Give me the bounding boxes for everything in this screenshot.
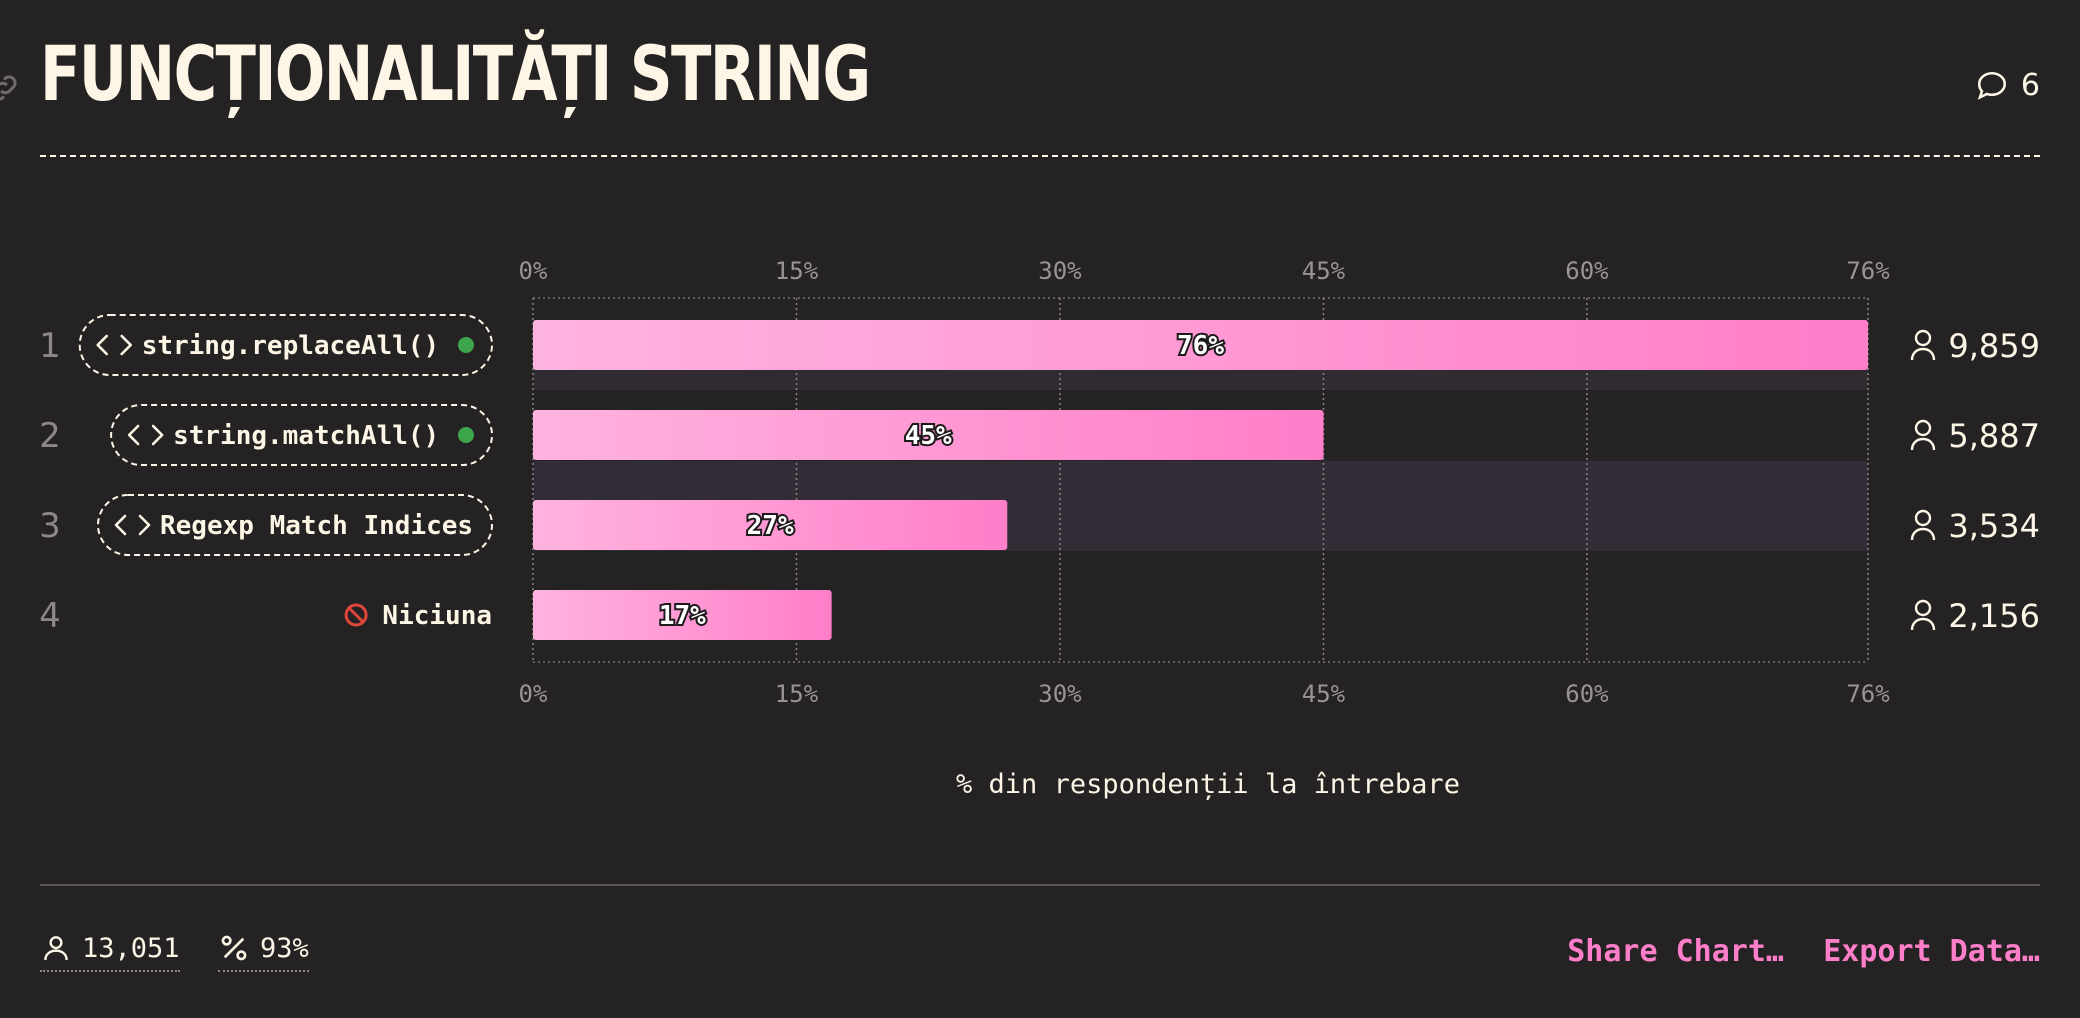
x-tick-label-top: 60% (1565, 257, 1609, 285)
status-dot (458, 337, 474, 353)
bar[interactable] (533, 590, 832, 640)
bar-value-label: 27% (747, 511, 794, 541)
person-icon (1910, 419, 1936, 451)
category-chip[interactable]: Regexp Match Indices (97, 494, 493, 556)
bar-value-label: 45% (905, 421, 952, 451)
chip-border (78, 314, 493, 376)
category-label: string.matchAll() (173, 421, 439, 451)
person-icon (44, 936, 68, 961)
rank-number: 2 (39, 416, 61, 456)
count-value: 5,887 (1948, 417, 2040, 455)
category-label: Niciuna (382, 601, 492, 631)
share-chart-button[interactable]: Share Chart… (1567, 934, 1784, 969)
comment-count: 6 (2020, 68, 2040, 103)
count-value: 2,156 (1948, 597, 2040, 635)
x-tick-label-bottom: 76% (1846, 680, 1890, 708)
x-tick-label-top: 45% (1302, 257, 1346, 285)
completion-percent: 93% (260, 932, 309, 964)
bar-value-label: 17% (659, 601, 706, 631)
comment-icon (1977, 71, 2006, 100)
status-dot (458, 427, 474, 443)
person-icon (1910, 329, 1936, 361)
x-tick-label-top: 76% (1846, 257, 1890, 285)
rank-number: 4 (39, 596, 61, 636)
bar[interactable] (533, 410, 1324, 460)
no-entry-icon (344, 603, 368, 627)
title-divider (40, 155, 2040, 157)
chip-border (110, 404, 493, 466)
rank-number: 1 (39, 326, 61, 366)
x-tick-label-bottom: 15% (775, 680, 819, 708)
percent-icon (221, 935, 247, 961)
code-icon (96, 334, 132, 356)
person-icon (1910, 509, 1936, 541)
chip-border (97, 494, 493, 556)
x-tick-label-bottom: 30% (1038, 680, 1082, 708)
x-axis-label: % din respondenții la întrebare (956, 769, 1460, 800)
x-tick-label-bottom: 45% (1302, 680, 1346, 708)
x-tick-label-bottom: 0% (519, 680, 548, 708)
comments-button[interactable]: 6 (1975, 68, 2040, 103)
page-title: FUNCȚIONALITĂȚI STRING (40, 29, 871, 118)
x-tick-label-top: 15% (775, 257, 819, 285)
category-label: Regexp Match Indices (160, 511, 473, 541)
respondents-count: 13,051 (82, 932, 180, 964)
rank-number: 3 (39, 506, 61, 546)
category-none[interactable]: Niciuna (344, 601, 492, 631)
respondent-count: 5,887 (1910, 417, 2040, 455)
category-chip[interactable]: string.replaceAll() (78, 314, 493, 376)
x-tick-label-top: 0% (519, 257, 548, 285)
count-value: 9,859 (1948, 327, 2040, 365)
code-icon (127, 424, 164, 446)
bar-chart: 0%0%15%15%30%30%45%45%60%60%76%76% 76%45… (39, 257, 2040, 800)
export-data-button[interactable]: Export Data… (1823, 934, 2040, 969)
category-label: string.replaceAll() (142, 331, 439, 361)
completion-stat[interactable]: 93% (218, 932, 309, 972)
footer-divider (40, 884, 2040, 886)
code-icon (114, 514, 151, 536)
x-tick-label-top: 30% (1038, 257, 1082, 285)
respondents-stat[interactable]: 13,051 (40, 932, 180, 972)
bar[interactable] (533, 320, 1868, 370)
category-chip[interactable]: string.matchAll() (110, 404, 493, 466)
bar[interactable] (533, 500, 1008, 550)
bar-value-label: 76% (1177, 331, 1224, 361)
respondent-count: 9,859 (1910, 327, 2040, 365)
respondent-count: 3,534 (1910, 507, 2040, 545)
x-tick-label-bottom: 60% (1565, 680, 1609, 708)
person-icon (1910, 599, 1936, 631)
count-value: 3,534 (1948, 507, 2040, 545)
link-icon[interactable] (0, 70, 22, 106)
respondent-count: 2,156 (1910, 597, 2040, 635)
